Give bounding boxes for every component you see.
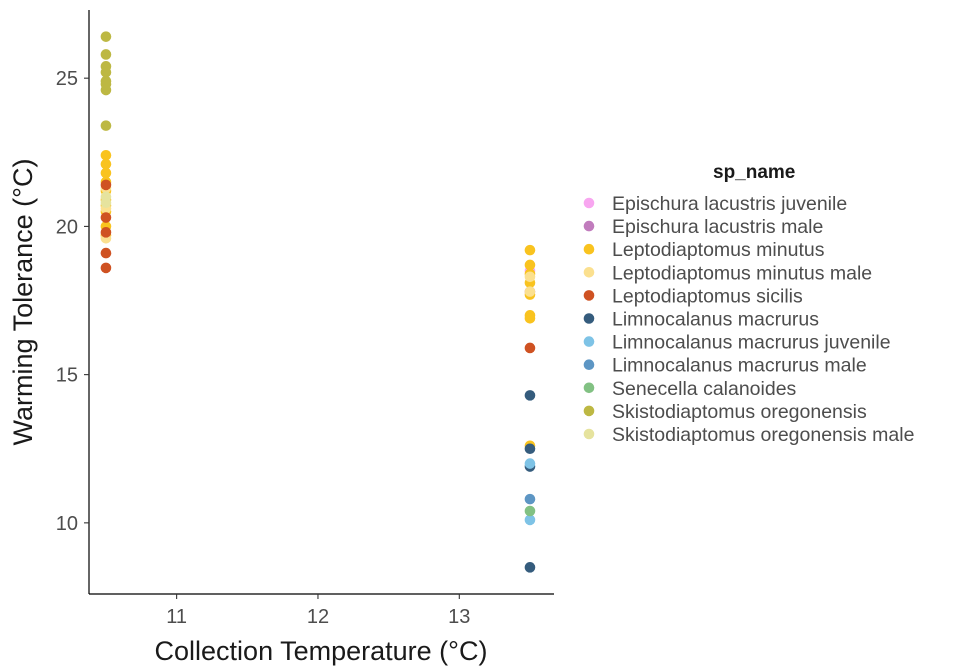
legend-title: sp_name — [713, 162, 795, 183]
legend-key — [583, 382, 595, 394]
legend-label: Limnocalanus macrurus — [612, 309, 819, 331]
x-tick-label: 12 — [307, 606, 329, 628]
legend-label: Epischura lacustris juvenile — [612, 193, 847, 215]
data-point — [100, 197, 112, 208]
data-point — [100, 158, 112, 170]
legend-label: Skistodiaptomus oregonensis male — [612, 424, 914, 446]
data-point — [524, 458, 536, 469]
legend-key — [583, 428, 595, 440]
data-points — [100, 31, 536, 573]
data-point — [100, 167, 112, 179]
data-point — [524, 271, 536, 283]
legend-label: Leptodiaptomus sicilis — [612, 285, 803, 307]
data-point — [524, 313, 536, 324]
x-axis-title: Collection Temperature (°C) — [155, 636, 488, 666]
legend-label: Senecella calanoides — [612, 378, 797, 400]
data-point — [100, 84, 112, 96]
y-tick-label: 10 — [56, 513, 78, 535]
legend-key — [583, 197, 595, 209]
x-axis-ticks: 11 12 13 — [166, 594, 470, 628]
data-point — [524, 514, 536, 526]
data-point — [100, 212, 112, 223]
data-point — [100, 31, 112, 42]
data-point — [100, 49, 112, 60]
legend-key — [583, 313, 595, 324]
data-point — [100, 179, 112, 191]
legend-label: Skistodiaptomus oregonensis — [612, 401, 867, 423]
y-tick-label: 25 — [56, 68, 78, 90]
data-point — [524, 286, 536, 297]
data-point — [524, 342, 536, 354]
data-point — [100, 247, 112, 259]
legend-key — [583, 243, 595, 255]
legend-label: Leptodiaptomus minutus — [612, 239, 825, 261]
y-tick-label: 20 — [56, 216, 78, 238]
x-tick-label: 13 — [448, 606, 470, 628]
legend-key — [583, 290, 595, 301]
data-point — [100, 149, 112, 161]
data-point — [524, 493, 536, 505]
data-point — [524, 505, 536, 517]
x-tick-label: 11 — [166, 606, 187, 628]
legend-key — [583, 405, 595, 417]
legend-key — [583, 220, 595, 232]
legend-key — [583, 336, 595, 347]
y-axis-title: Warming Tolerance (°C) — [8, 159, 38, 446]
legend-label: Limnocalanus macrurus juvenile — [612, 332, 891, 354]
data-point — [100, 227, 112, 238]
data-point — [100, 66, 112, 78]
data-point — [524, 443, 536, 455]
data-point — [524, 259, 536, 271]
y-axis-ticks: 10 15 20 25 — [56, 68, 89, 535]
data-point — [100, 262, 112, 274]
legend-label: Limnocalanus macrurus male — [612, 355, 867, 377]
y-tick-label: 15 — [56, 365, 78, 387]
data-point — [524, 562, 536, 573]
legend: sp_name Epischura lacustris juvenileEpis… — [583, 162, 914, 446]
data-point — [524, 244, 536, 256]
data-point — [524, 390, 536, 401]
data-point — [100, 120, 112, 131]
legend-key — [583, 359, 595, 371]
legend-label: Leptodiaptomus minutus male — [612, 262, 872, 284]
legend-label: Epischura lacustris male — [612, 216, 823, 238]
legend-key — [583, 267, 595, 278]
